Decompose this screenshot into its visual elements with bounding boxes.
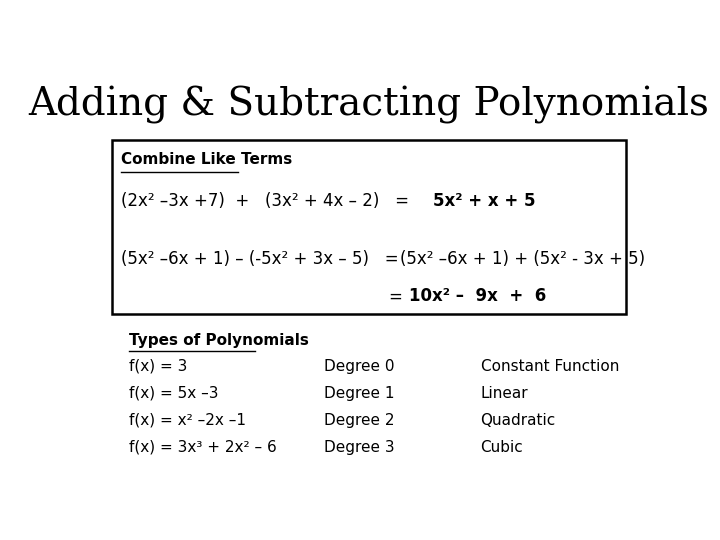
Text: f(x) = 5x –3: f(x) = 5x –3	[129, 386, 219, 401]
Text: (5x² –6x + 1) – (-5x² + 3x – 5)   =: (5x² –6x + 1) – (-5x² + 3x – 5) =	[121, 250, 398, 268]
Text: f(x) = 3x³ + 2x² – 6: f(x) = 3x³ + 2x² – 6	[129, 440, 276, 455]
Text: Degree 3: Degree 3	[324, 440, 395, 455]
FancyBboxPatch shape	[112, 140, 626, 314]
Text: Linear: Linear	[481, 386, 528, 401]
Text: f(x) = x² –2x –1: f(x) = x² –2x –1	[129, 413, 246, 428]
Text: =: =	[389, 287, 402, 305]
Text: (5x² –6x + 1) + (5x² - 3x + 5): (5x² –6x + 1) + (5x² - 3x + 5)	[400, 250, 645, 268]
Text: Quadratic: Quadratic	[481, 413, 556, 428]
Text: 5x² + x + 5: 5x² + x + 5	[433, 192, 536, 210]
Text: Degree 1: Degree 1	[324, 386, 395, 401]
Text: Degree 0: Degree 0	[324, 359, 395, 374]
Text: Combine Like Terms: Combine Like Terms	[121, 152, 292, 167]
Text: Constant Function: Constant Function	[481, 359, 619, 374]
Text: f(x) = 3: f(x) = 3	[129, 359, 187, 374]
Text: Adding & Subtracting Polynomials: Adding & Subtracting Polynomials	[29, 85, 709, 124]
Text: Types of Polynomials: Types of Polynomials	[129, 333, 309, 348]
Text: 10x² –  9x  +  6: 10x² – 9x + 6	[409, 287, 546, 305]
Text: Degree 2: Degree 2	[324, 413, 395, 428]
Text: Cubic: Cubic	[481, 440, 523, 455]
Text: (2x² –3x +7)  +   (3x² + 4x – 2)   =: (2x² –3x +7) + (3x² + 4x – 2) =	[121, 192, 409, 210]
